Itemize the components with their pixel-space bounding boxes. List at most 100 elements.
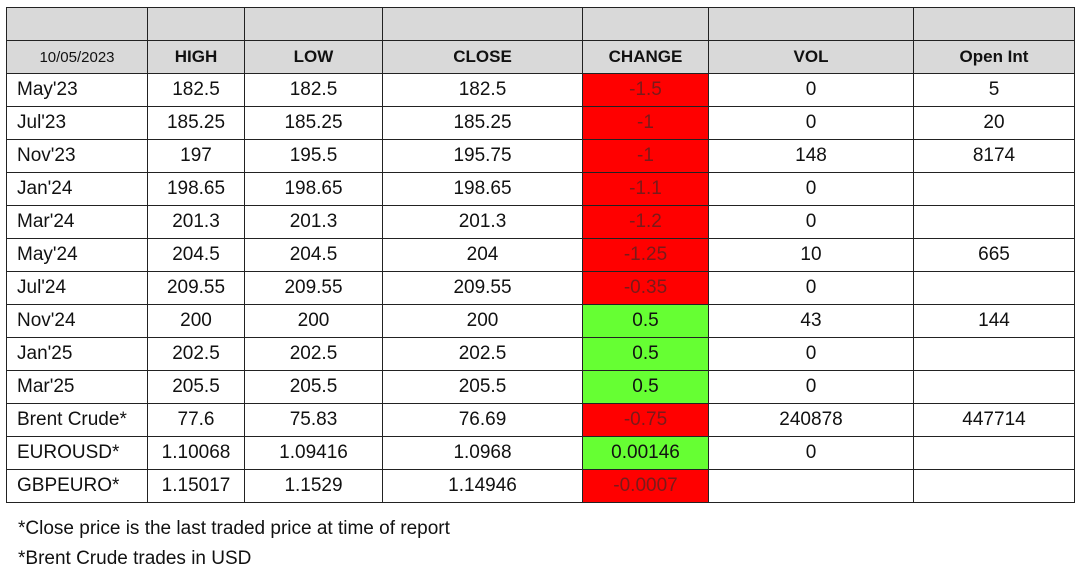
cell-high: 1.15017 [147,469,245,503]
cell-change: -1 [582,139,709,173]
cell-high: 200 [147,304,245,338]
cell-vol [708,469,914,503]
table-row: Jan'24 198.65 198.65 198.65 -1.1 0 [6,172,1075,206]
cell-close: 1.14946 [382,469,583,503]
cell-label: May'24 [6,238,148,272]
cell-open-int [913,172,1075,206]
cell-open-int [913,370,1075,404]
header-open-int: Open Int [913,40,1075,74]
cell-label: Jul'23 [6,106,148,140]
cell-high: 185.25 [147,106,245,140]
table-row: Jan'25 202.5 202.5 202.5 0.5 0 [6,337,1075,371]
header-vol: VOL [708,40,914,74]
cell-low: 182.5 [244,73,383,107]
cell-vol: 0 [708,73,914,107]
cell-label: GBPEURO* [6,469,148,503]
column-header-row: 10/05/2023 HIGH LOW CLOSE CHANGE VOL Ope… [6,40,1075,74]
cell-high: 202.5 [147,337,245,371]
cell-label: Mar'25 [6,370,148,404]
cell-change: -1.2 [582,205,709,239]
cell-low: 205.5 [244,370,383,404]
cell-close: 185.25 [382,106,583,140]
table-row: Jul'24 209.55 209.55 209.55 -0.35 0 [6,271,1075,305]
blank-header-row [6,7,1075,41]
cell-change: 0.5 [582,370,709,404]
cell-vol: 240878 [708,403,914,437]
cell-vol: 43 [708,304,914,338]
cell-open-int [913,436,1075,470]
cell-close: 198.65 [382,172,583,206]
table-row: Jul'23 185.25 185.25 185.25 -1 0 20 [6,106,1075,140]
cell-close: 76.69 [382,403,583,437]
cell-close: 205.5 [382,370,583,404]
cell-low: 209.55 [244,271,383,305]
cell-high: 209.55 [147,271,245,305]
cell-low: 195.5 [244,139,383,173]
footnote-brent-currency: *Brent Crude trades in USD [18,548,252,569]
cell-vol: 10 [708,238,914,272]
table-row: Mar'24 201.3 201.3 201.3 -1.2 0 [6,205,1075,239]
cell-vol: 0 [708,436,914,470]
cell-low: 204.5 [244,238,383,272]
cell-low: 185.25 [244,106,383,140]
cell-low: 200 [244,304,383,338]
cell-high: 1.10068 [147,436,245,470]
cell-label: Jan'25 [6,337,148,371]
cell-open-int: 665 [913,238,1075,272]
cell-vol: 0 [708,337,914,371]
cell-low: 201.3 [244,205,383,239]
table-row: May'24 204.5 204.5 204 -1.25 10 665 [6,238,1075,272]
cell-high: 205.5 [147,370,245,404]
cell-label: Mar'24 [6,205,148,239]
report-date: 10/05/2023 [6,40,148,74]
cell-open-int [913,337,1075,371]
cell-vol: 148 [708,139,914,173]
cell-close: 200 [382,304,583,338]
cell-low: 1.09416 [244,436,383,470]
cell-change: -1.25 [582,238,709,272]
cell-change: -0.0007 [582,469,709,503]
cell-close: 204 [382,238,583,272]
cell-high: 201.3 [147,205,245,239]
table-row: Nov'24 200 200 200 0.5 43 144 [6,304,1075,338]
cell-change: -1 [582,106,709,140]
header-low: LOW [244,40,383,74]
cell-low: 1.1529 [244,469,383,503]
cell-close: 1.0968 [382,436,583,470]
cell-vol: 0 [708,172,914,206]
cell-vol: 0 [708,205,914,239]
cell-vol: 0 [708,106,914,140]
cell-low: 202.5 [244,337,383,371]
cell-high: 182.5 [147,73,245,107]
table-row: Mar'25 205.5 205.5 205.5 0.5 0 [6,370,1075,404]
cell-close: 182.5 [382,73,583,107]
header-high: HIGH [147,40,245,74]
cell-open-int: 8174 [913,139,1075,173]
table-row: EUROUSD* 1.10068 1.09416 1.0968 0.00146 0 [6,436,1075,470]
cell-label: Jul'24 [6,271,148,305]
cell-close: 201.3 [382,205,583,239]
cell-label: Jan'24 [6,172,148,206]
cell-label: EUROUSD* [6,436,148,470]
cell-high: 198.65 [147,172,245,206]
cell-label: May'23 [6,73,148,107]
cell-change: 0.5 [582,304,709,338]
table-row: May'23 182.5 182.5 182.5 -1.5 0 5 [6,73,1075,107]
price-table: 10/05/2023 HIGH LOW CLOSE CHANGE VOL Ope… [6,7,1075,503]
table-row: Brent Crude* 77.6 75.83 76.69 -0.75 240878 447… [6,403,1075,437]
cell-low: 75.83 [244,403,383,437]
cell-high: 197 [147,139,245,173]
cell-change: -1.1 [582,172,709,206]
cell-open-int: 5 [913,73,1075,107]
cell-low: 198.65 [244,172,383,206]
cell-change: -0.75 [582,403,709,437]
cell-high: 77.6 [147,403,245,437]
cell-change: 0.5 [582,337,709,371]
footnotes: *Close price is the last traded price at… [18,514,450,574]
cell-close: 195.75 [382,139,583,173]
cell-close: 202.5 [382,337,583,371]
cell-change: 0.00146 [582,436,709,470]
cell-open-int [913,271,1075,305]
cell-change: -0.35 [582,271,709,305]
cell-open-int [913,205,1075,239]
